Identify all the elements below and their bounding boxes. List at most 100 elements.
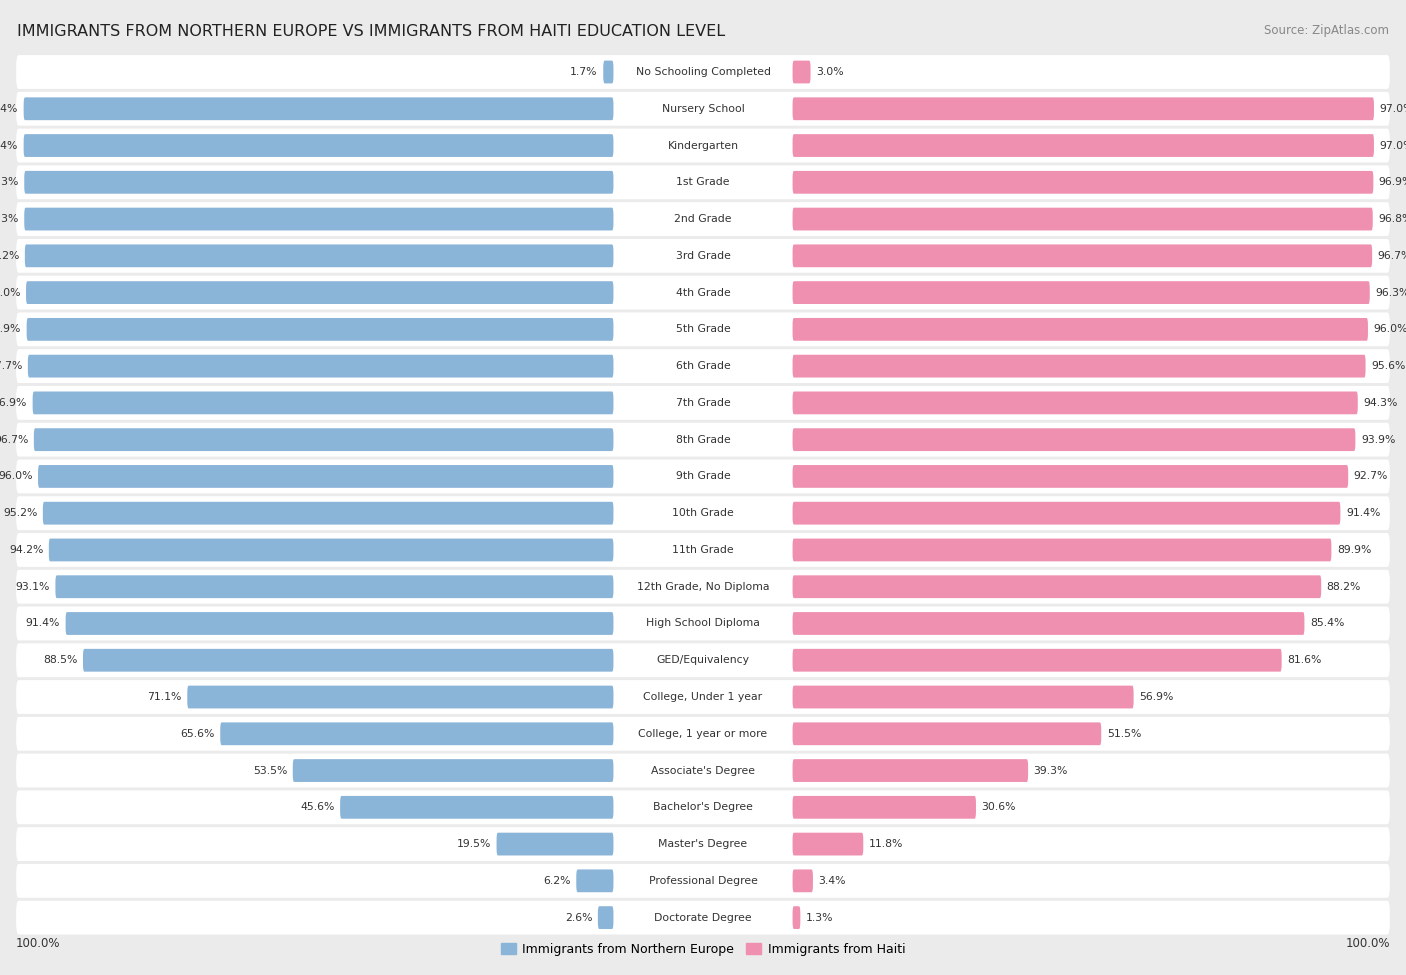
Text: 94.2%: 94.2% — [8, 545, 44, 555]
FancyBboxPatch shape — [340, 796, 613, 819]
FancyBboxPatch shape — [793, 833, 863, 855]
FancyBboxPatch shape — [15, 717, 1391, 751]
FancyBboxPatch shape — [292, 760, 613, 782]
FancyBboxPatch shape — [28, 355, 613, 377]
FancyBboxPatch shape — [42, 502, 613, 525]
FancyBboxPatch shape — [15, 129, 1391, 163]
Text: College, 1 year or more: College, 1 year or more — [638, 728, 768, 739]
FancyBboxPatch shape — [496, 833, 613, 855]
FancyBboxPatch shape — [793, 392, 1358, 414]
Text: 98.4%: 98.4% — [0, 140, 18, 150]
Text: 93.1%: 93.1% — [15, 582, 49, 592]
Text: 11.8%: 11.8% — [869, 839, 903, 849]
Text: 98.4%: 98.4% — [0, 103, 18, 114]
FancyBboxPatch shape — [38, 465, 613, 488]
FancyBboxPatch shape — [793, 428, 1355, 451]
Text: 65.6%: 65.6% — [180, 728, 215, 739]
Text: 98.0%: 98.0% — [0, 288, 21, 297]
FancyBboxPatch shape — [793, 245, 1372, 267]
FancyBboxPatch shape — [15, 56, 1391, 89]
Text: 4th Grade: 4th Grade — [676, 288, 730, 297]
FancyBboxPatch shape — [793, 575, 1322, 598]
FancyBboxPatch shape — [793, 760, 1028, 782]
FancyBboxPatch shape — [793, 796, 976, 819]
FancyBboxPatch shape — [793, 208, 1372, 230]
FancyBboxPatch shape — [793, 98, 1374, 120]
FancyBboxPatch shape — [221, 722, 613, 745]
FancyBboxPatch shape — [15, 827, 1391, 861]
FancyBboxPatch shape — [576, 870, 613, 892]
Text: 96.9%: 96.9% — [0, 398, 27, 408]
FancyBboxPatch shape — [598, 906, 613, 929]
Legend: Immigrants from Northern Europe, Immigrants from Haiti: Immigrants from Northern Europe, Immigra… — [496, 938, 910, 960]
FancyBboxPatch shape — [793, 870, 813, 892]
Text: 96.0%: 96.0% — [1374, 325, 1406, 334]
Text: 6.2%: 6.2% — [543, 876, 571, 886]
FancyBboxPatch shape — [793, 906, 800, 929]
Text: 93.9%: 93.9% — [1361, 435, 1395, 445]
FancyBboxPatch shape — [15, 901, 1391, 934]
Text: 95.2%: 95.2% — [3, 508, 38, 518]
FancyBboxPatch shape — [793, 355, 1365, 377]
Text: 1st Grade: 1st Grade — [676, 177, 730, 187]
FancyBboxPatch shape — [793, 281, 1369, 304]
Text: 56.9%: 56.9% — [1139, 692, 1174, 702]
Text: 94.3%: 94.3% — [1364, 398, 1398, 408]
FancyBboxPatch shape — [793, 612, 1305, 635]
Text: 98.2%: 98.2% — [0, 251, 20, 261]
FancyBboxPatch shape — [793, 648, 1282, 672]
Text: 96.8%: 96.8% — [1378, 214, 1406, 224]
Text: 97.9%: 97.9% — [0, 325, 21, 334]
Text: 10th Grade: 10th Grade — [672, 508, 734, 518]
Text: 9th Grade: 9th Grade — [676, 472, 730, 482]
FancyBboxPatch shape — [15, 386, 1391, 420]
Text: 71.1%: 71.1% — [148, 692, 181, 702]
FancyBboxPatch shape — [603, 60, 613, 84]
Text: 2.6%: 2.6% — [565, 913, 592, 922]
Text: College, Under 1 year: College, Under 1 year — [644, 692, 762, 702]
Text: 96.3%: 96.3% — [1375, 288, 1406, 297]
FancyBboxPatch shape — [793, 318, 1368, 341]
Text: 96.7%: 96.7% — [0, 435, 28, 445]
FancyBboxPatch shape — [15, 202, 1391, 236]
Text: 6th Grade: 6th Grade — [676, 361, 730, 371]
Text: 2nd Grade: 2nd Grade — [675, 214, 731, 224]
FancyBboxPatch shape — [24, 171, 613, 194]
Text: 30.6%: 30.6% — [981, 802, 1017, 812]
FancyBboxPatch shape — [15, 606, 1391, 641]
FancyBboxPatch shape — [793, 135, 1374, 157]
Text: 12th Grade, No Diploma: 12th Grade, No Diploma — [637, 582, 769, 592]
Text: 53.5%: 53.5% — [253, 765, 287, 775]
FancyBboxPatch shape — [15, 754, 1391, 788]
Text: IMMIGRANTS FROM NORTHERN EUROPE VS IMMIGRANTS FROM HAITI EDUCATION LEVEL: IMMIGRANTS FROM NORTHERN EUROPE VS IMMIG… — [17, 24, 725, 39]
FancyBboxPatch shape — [793, 722, 1101, 745]
Text: 96.9%: 96.9% — [1379, 177, 1406, 187]
Text: Bachelor's Degree: Bachelor's Degree — [652, 802, 754, 812]
Text: 92.7%: 92.7% — [1354, 472, 1388, 482]
FancyBboxPatch shape — [15, 312, 1391, 346]
Text: 88.5%: 88.5% — [44, 655, 77, 665]
Text: 96.0%: 96.0% — [0, 472, 32, 482]
FancyBboxPatch shape — [55, 575, 613, 598]
FancyBboxPatch shape — [793, 502, 1340, 525]
Text: 100.0%: 100.0% — [15, 937, 60, 950]
Text: 45.6%: 45.6% — [301, 802, 335, 812]
Text: Professional Degree: Professional Degree — [648, 876, 758, 886]
Text: 5th Grade: 5th Grade — [676, 325, 730, 334]
FancyBboxPatch shape — [187, 685, 613, 709]
FancyBboxPatch shape — [27, 318, 613, 341]
Text: Doctorate Degree: Doctorate Degree — [654, 913, 752, 922]
Text: 39.3%: 39.3% — [1033, 765, 1069, 775]
FancyBboxPatch shape — [15, 423, 1391, 456]
Text: 91.4%: 91.4% — [25, 618, 60, 629]
Text: 91.4%: 91.4% — [1346, 508, 1381, 518]
Text: 89.9%: 89.9% — [1337, 545, 1371, 555]
Text: 97.7%: 97.7% — [0, 361, 22, 371]
FancyBboxPatch shape — [49, 538, 613, 562]
FancyBboxPatch shape — [25, 245, 613, 267]
FancyBboxPatch shape — [24, 135, 613, 157]
Text: 19.5%: 19.5% — [457, 839, 491, 849]
FancyBboxPatch shape — [15, 349, 1391, 383]
FancyBboxPatch shape — [15, 681, 1391, 714]
Text: 7th Grade: 7th Grade — [676, 398, 730, 408]
